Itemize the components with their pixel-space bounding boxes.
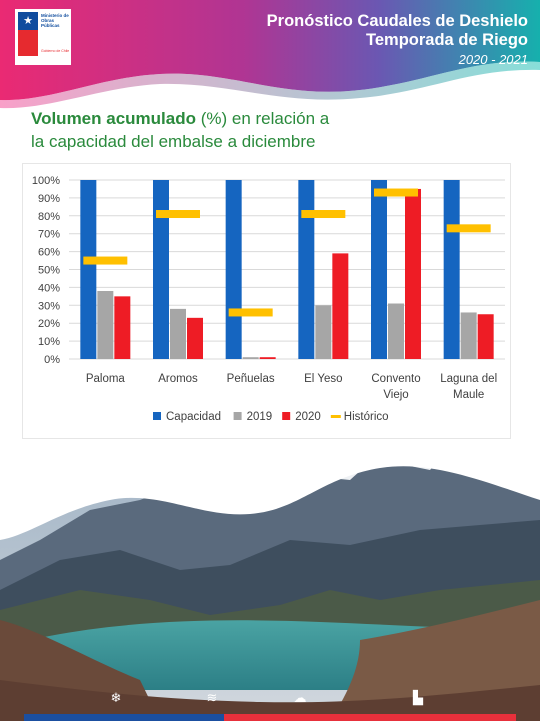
flag-blue-field (18, 12, 38, 30)
y-tick-label: 0% (44, 354, 60, 366)
header-title: Pronóstico Caudales de Deshielo Temporad… (267, 12, 528, 68)
snowflake-icon: ❄ (110, 690, 122, 705)
legend-label: Histórico (344, 411, 389, 423)
logo-ministry-text: Ministerio de Obras Públicas (41, 13, 69, 29)
stripe-red (224, 714, 516, 721)
historico-marker (446, 224, 491, 233)
bar-2020 (114, 296, 131, 359)
y-tick-label: 90% (38, 193, 60, 205)
season-label: 2020 - 2021 (458, 52, 528, 67)
y-tick-label: 20% (38, 318, 60, 330)
bar-capacidad (298, 180, 315, 359)
legend-swatch (282, 412, 291, 420)
bar-2019 (242, 357, 259, 359)
historico-marker (228, 308, 273, 317)
bar-2020 (477, 314, 494, 359)
bar-2020 (187, 317, 203, 359)
bar-chart: 100% 90% 80% 70% 60% 50% 40% 30% 20% 10% 0% Paloma A… (32, 175, 505, 423)
waves-icon: ≋ (206, 690, 218, 705)
historico-marker (374, 188, 418, 197)
chart-container: 100% 90% 80% 70% 60% 50% 40% 30% 20% 10% 0% Paloma A… (22, 163, 511, 439)
x-tick-label: Peñuelas (227, 373, 275, 385)
flag-red-field (18, 30, 38, 56)
legend-label: 2019 (247, 411, 273, 423)
bar-capacidad (80, 180, 97, 359)
legend-label: Capacidad (166, 411, 221, 423)
y-tick-label: 60% (38, 247, 60, 259)
bar-2019 (170, 308, 186, 359)
legend-swatch (233, 412, 242, 420)
bar-2020 (405, 188, 421, 359)
historico-marker (156, 210, 200, 219)
header-background (0, 0, 540, 109)
y-tick-label: 40% (38, 282, 60, 294)
title-line-2: Temporada de Riego (366, 31, 528, 49)
x-tick-label: Paloma (86, 373, 126, 385)
bar-2020 (332, 253, 349, 359)
rain-cloud-icon: ☁ (293, 690, 307, 705)
bar-capacidad (371, 180, 387, 359)
ministry-logo: ★ Ministerio de Obras Públicas Gobierno … (15, 9, 71, 65)
historico-marker (83, 256, 128, 265)
y-tick-label: 10% (38, 336, 60, 348)
reservoir-icon: ▙ (413, 690, 423, 705)
bar-capacidad (153, 180, 169, 359)
logo-gov-text: Gobierno de Chile (41, 49, 70, 53)
y-tick-label: 70% (38, 229, 60, 241)
historico-marker (301, 210, 346, 219)
x-tick-label: Convento (371, 373, 420, 385)
x-tick-label: Laguna del (440, 373, 497, 385)
y-tick-label: 80% (38, 211, 60, 223)
y-tick-label: 50% (38, 265, 60, 277)
bar-capacidad (225, 180, 242, 359)
section-title: Volumen acumulado (%) en relación a la c… (31, 107, 511, 153)
x-tick-label: El Yeso (304, 373, 342, 385)
y-tick-label: 30% (38, 300, 60, 312)
x-tick-label: Viejo (383, 389, 408, 401)
section-title-bold: Volumen acumulado (31, 109, 196, 128)
legend-label: 2020 (295, 411, 321, 423)
bar-2020 (259, 357, 276, 359)
bar-2019 (388, 303, 404, 359)
bar-2019 (460, 312, 477, 359)
stripe-blue (24, 714, 224, 721)
bar-2019 (97, 290, 114, 359)
bar-2019 (315, 305, 332, 359)
section-title-rest: (%) en relación a (196, 109, 330, 128)
legend-swatch (153, 412, 161, 420)
x-tick-label: Maule (453, 389, 484, 401)
star-icon: ★ (23, 15, 33, 27)
y-tick-label: 100% (32, 175, 60, 187)
x-tick-label: Aromos (158, 373, 198, 385)
footer-icons: ❄ ≋ ☁ ▙ (0, 688, 540, 710)
section-title-line2: la capacidad del embalse a diciembre (31, 132, 316, 151)
landscape-photo (0, 440, 540, 721)
title-line-1: Pronóstico Caudales de Deshielo (266, 12, 528, 30)
bottom-stripe (24, 714, 516, 721)
bar-capacidad (443, 180, 460, 359)
legend-swatch (330, 415, 341, 418)
